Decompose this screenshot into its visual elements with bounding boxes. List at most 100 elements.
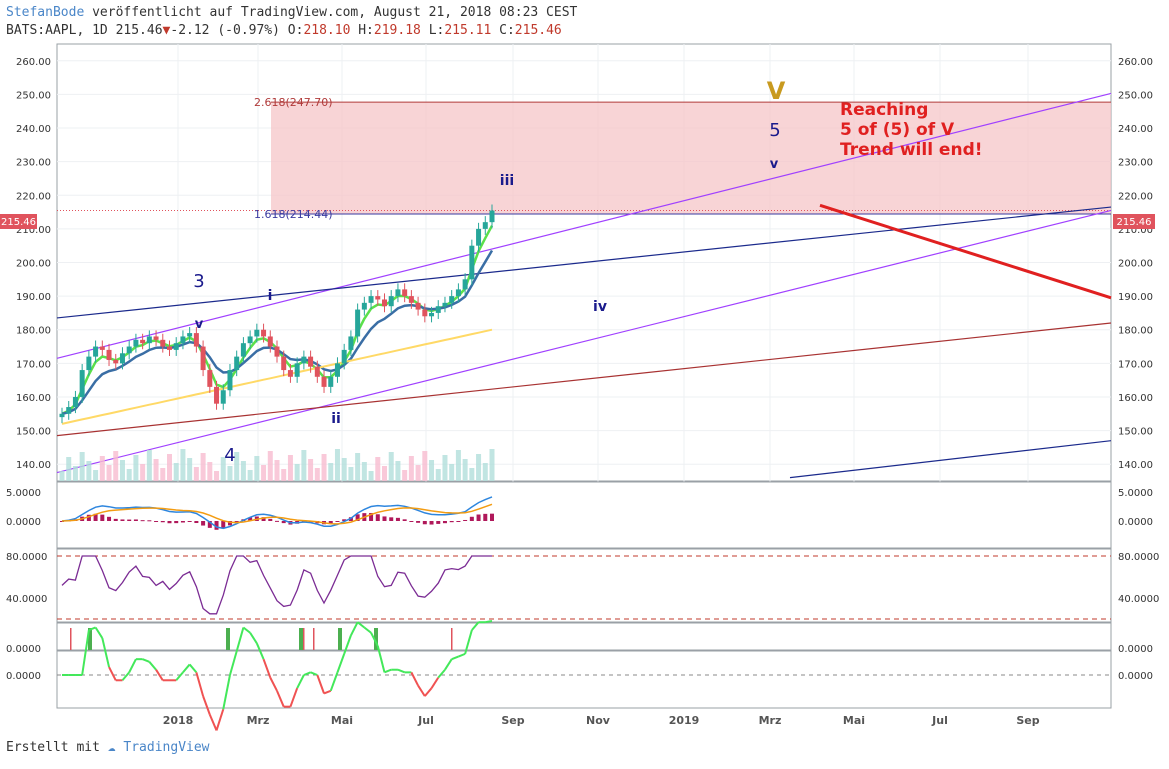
created-with-text: Erstellt mit [6,740,100,755]
volume-bar [126,469,132,481]
candle-body [254,329,260,337]
macd-hist-bar [201,521,206,526]
osc-segment [182,663,191,674]
close-value: 215.46 [514,23,562,38]
high-label: H: [358,23,374,38]
candle-body [167,346,172,350]
candle-body [140,339,146,344]
time-tick: Jul [417,714,434,727]
osc-segment [155,669,164,681]
osc-tick-left: 0.0000 [6,671,41,682]
volume-bar [375,457,381,481]
signal-tick-right: 0.0000 [1118,644,1153,655]
price-tick-right: 240.00 [1118,124,1153,135]
macd-tick-5-left: 5.0000 [6,488,41,499]
osc-segment [81,629,90,676]
volume-bar [469,468,475,481]
macd-hist-bar [268,518,273,521]
macd-hist-bar [402,519,407,521]
candle-body [382,299,387,307]
candle-body [294,363,300,377]
last-price-left: 215.46 [1,217,36,228]
osc-segment [384,668,392,674]
rsi-tick-40-right: 40.0000 [1118,594,1159,605]
tradingview-link[interactable]: TradingView [123,740,210,755]
signal-bar [338,628,342,650]
macd-hist-bar [227,521,232,526]
volume-bar [153,459,159,481]
volume-bar [180,449,186,481]
volume-bar [455,450,461,481]
wave-label-4: 4 [224,445,235,466]
volume-bar [66,457,72,481]
osc-segment [343,635,352,655]
osc-segment [142,658,150,663]
annotation-line-1: Reaching [840,100,928,120]
wave-label-5: 5 [769,120,780,141]
candle-body [113,359,119,364]
candle-body [220,390,226,404]
macd-hist-bar [120,519,125,521]
macd-hist-bar [187,521,192,522]
osc-segment [215,709,225,731]
macd-hist-bar [275,520,279,522]
candle-body [321,376,327,387]
macd-hist-bar [234,521,239,523]
symbol: BATS:AAPL, 1D [6,23,108,38]
osc-segment [195,672,205,697]
macd-hist-bar [261,517,266,521]
footer: Erstellt mit ☁ TradingView [6,740,210,755]
candle-body [86,356,92,371]
osc-segment [464,629,473,655]
candle-body [402,289,408,297]
osc-segment [222,674,231,710]
volume-bars [59,449,495,481]
fib-target-zone [271,102,1111,214]
candle-body [200,346,206,371]
price-tick-right: 160.00 [1118,393,1153,404]
macd-hist-bar [140,520,145,522]
time-tick: 2019 [669,714,700,727]
price-tick-left: 230.00 [16,158,51,169]
macd-tick-0-left: 0.0000 [6,517,41,528]
volume-bar [321,454,327,481]
volume-bar [341,458,347,481]
wave-label-v-upper: v [770,157,779,172]
macd-hist-bar [469,516,474,521]
candle-body [72,396,78,408]
macd-hist-bar [281,521,286,524]
price-tick-left: 150.00 [16,427,51,438]
macd-hist-bar [100,514,105,521]
macd-indicator [60,496,494,530]
osc-segment [175,671,184,681]
candle-body [388,296,394,307]
macd-hist-bar [449,521,454,523]
volume-bar [368,471,374,481]
publish-line: StefanBode veröffentlicht auf TradingVie… [6,4,577,22]
osc-segment [357,621,365,629]
candle-body [334,363,340,377]
candle-body [267,336,273,347]
signal-bar [374,628,378,650]
candle-body [482,222,488,229]
chart-header: StefanBode veröffentlicht auf TradingVie… [6,4,577,40]
macd-hist-bar [442,521,447,524]
red-projection-line [819,203,1112,300]
osc-segment [316,674,325,694]
candle-body [476,228,482,246]
candle-body [106,349,112,360]
volume-bar [415,465,421,481]
time-tick: 2018 [163,714,194,727]
signal-bar [303,628,305,650]
price-tick-right: 180.00 [1118,326,1153,337]
volume-bar [146,450,152,481]
candle-body [99,346,105,350]
volume-bar [72,466,78,481]
volume-bar [227,466,233,481]
macd-hist-bar [369,512,374,521]
macd-hist-bar [375,514,380,521]
navy-trendline-upper [56,206,1112,319]
author-link[interactable]: StefanBode [6,5,85,20]
open-value: 218.10 [303,23,351,38]
